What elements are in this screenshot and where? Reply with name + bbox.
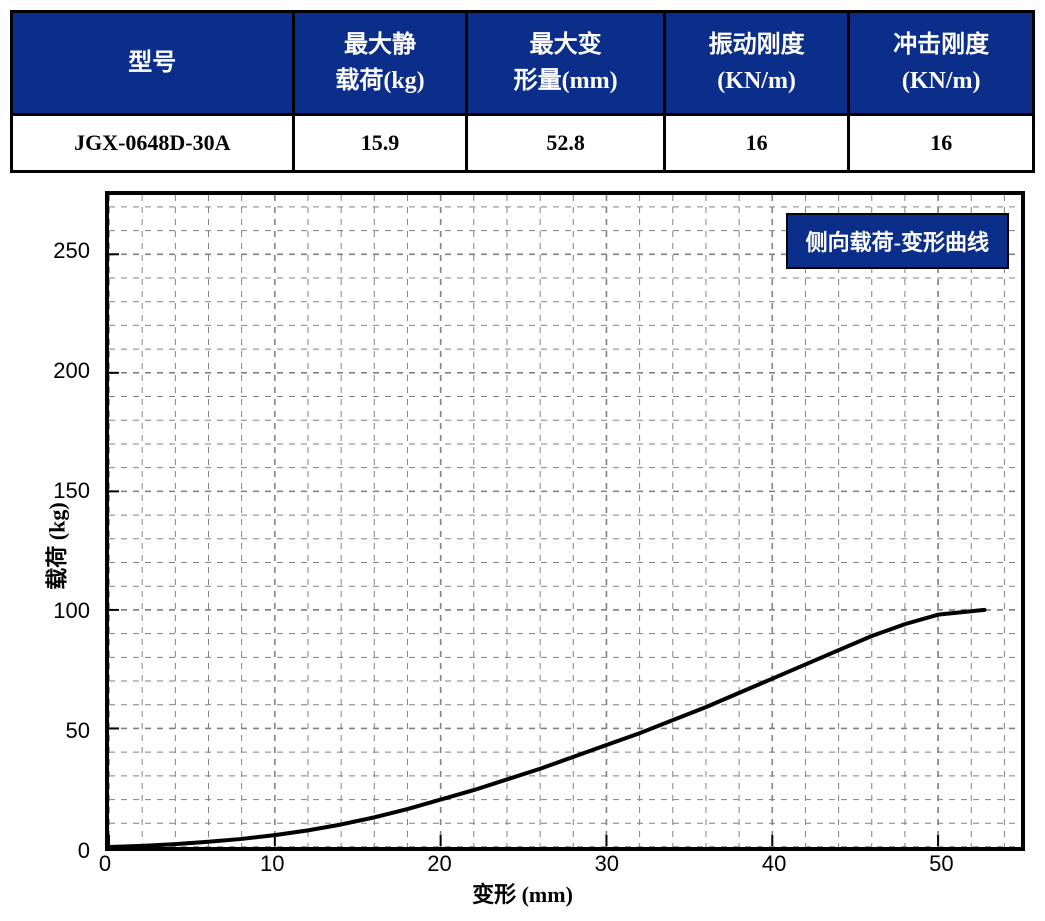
table-row: JGX-0648D-30A 15.9 52.8 16 16 bbox=[12, 115, 1034, 172]
cell-max-static-load: 15.9 bbox=[293, 115, 467, 172]
y-tick-label: 50 bbox=[66, 718, 90, 744]
y-tick-labels: 050100150200250 bbox=[38, 191, 98, 851]
chart-legend: 侧向载荷-变形曲线 bbox=[786, 213, 1009, 269]
x-tick-label: 10 bbox=[260, 851, 284, 877]
y-tick-label: 100 bbox=[53, 598, 90, 624]
x-tick-label: 0 bbox=[99, 851, 111, 877]
x-tick-labels: 01020304050 bbox=[105, 851, 1025, 881]
x-tick-label: 40 bbox=[762, 851, 786, 877]
chart-wrapper: 载荷 (kg) 变形 (mm) 050100150200250 01020304… bbox=[10, 181, 1035, 911]
x-tick-label: 30 bbox=[595, 851, 619, 877]
col-header-impact-stiffness: 冲击刚度(KN/m) bbox=[849, 12, 1034, 115]
x-tick-label: 20 bbox=[427, 851, 451, 877]
spec-table: 型号 最大静载荷(kg) 最大变形量(mm) 振动刚度(KN/m) 冲击刚度(K… bbox=[10, 10, 1035, 173]
y-tick-label: 250 bbox=[53, 238, 90, 264]
cell-model: JGX-0648D-30A bbox=[12, 115, 294, 172]
x-tick-label: 50 bbox=[929, 851, 953, 877]
cell-vib-stiffness: 16 bbox=[664, 115, 849, 172]
x-axis-label: 变形 (mm) bbox=[472, 877, 573, 909]
y-tick-label: 200 bbox=[53, 358, 90, 384]
chart-area: 侧向载荷-变形曲线 bbox=[105, 191, 1025, 851]
col-header-max-deform: 最大变形量(mm) bbox=[467, 12, 664, 115]
cell-max-deform: 52.8 bbox=[467, 115, 664, 172]
table-header-row: 型号 最大静载荷(kg) 最大变形量(mm) 振动刚度(KN/m) 冲击刚度(K… bbox=[12, 12, 1034, 115]
chart-svg bbox=[109, 195, 1021, 847]
cell-impact-stiffness: 16 bbox=[849, 115, 1034, 172]
col-header-model: 型号 bbox=[12, 12, 294, 115]
col-header-max-static-load: 最大静载荷(kg) bbox=[293, 12, 467, 115]
col-header-vib-stiffness: 振动刚度(KN/m) bbox=[664, 12, 849, 115]
y-tick-label: 0 bbox=[78, 838, 90, 864]
y-tick-label: 150 bbox=[53, 478, 90, 504]
